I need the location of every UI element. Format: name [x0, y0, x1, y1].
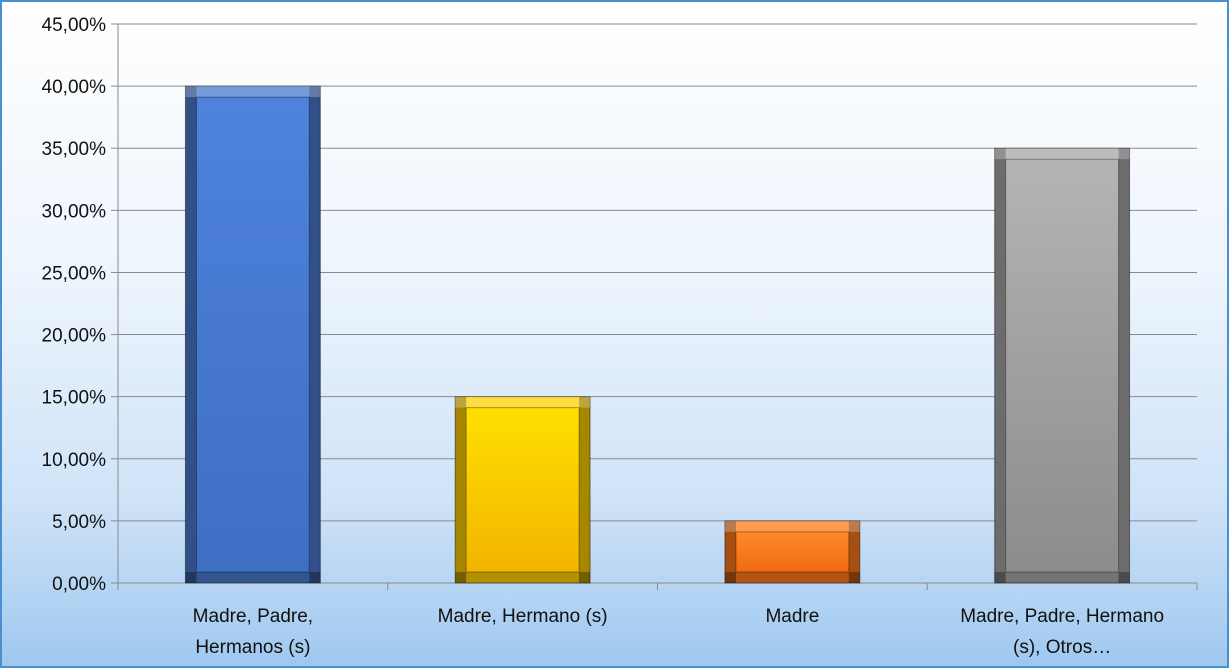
bar-bevel-left — [455, 396, 467, 583]
y-tick-label: 20,00% — [42, 326, 107, 347]
x-category-label: Madre, Hermano (s) — [438, 606, 608, 627]
bar-bevel-left — [185, 86, 197, 583]
bar-1 — [184, 85, 321, 584]
y-tick-label: 25,00% — [42, 263, 107, 284]
x-category-label-line: Madre, Padre, — [193, 606, 313, 627]
y-tick-label: 10,00% — [42, 450, 107, 471]
bar-bevel-bottom — [724, 572, 860, 583]
bar-bevel-top — [994, 148, 1130, 160]
bar-4 — [994, 147, 1131, 584]
x-category-label-line: Hermanos (s) — [195, 637, 310, 658]
x-category-label-line: (s), Otros… — [1013, 637, 1111, 658]
y-tick-label: 35,00% — [42, 139, 107, 160]
y-tick-label: 45,00% — [42, 15, 107, 36]
y-tick-label: 0,00% — [52, 574, 106, 595]
bar-bevel-top — [185, 86, 321, 98]
bar-bevel-top — [455, 396, 591, 408]
y-tick-label: 30,00% — [42, 201, 107, 222]
bar-bevel-bottom — [994, 572, 1130, 583]
x-category-label: Madre, Padre, Hermano (s), Otros… — [960, 606, 1164, 658]
bar-face — [1005, 158, 1120, 573]
y-tick-label: 40,00% — [42, 77, 107, 98]
bar-face — [735, 531, 850, 573]
bar-bevel-top — [724, 520, 860, 532]
bar-bevel-right — [579, 396, 591, 583]
bar-bevel-right — [309, 86, 321, 583]
bar-2 — [454, 396, 591, 584]
bar-bevel-bottom — [455, 572, 591, 583]
bar-bevel-right — [1118, 148, 1130, 583]
bar-face — [465, 407, 580, 573]
x-category-label-line: Madre — [765, 606, 819, 627]
y-tick-label: 15,00% — [42, 388, 107, 409]
bar-3 — [724, 520, 861, 584]
bar-bevel-right — [848, 520, 860, 583]
bar-bevel-left — [724, 520, 736, 583]
bar-bevel-left — [994, 148, 1006, 583]
bar-face — [195, 96, 310, 573]
x-category-label-line: Madre, Padre, Hermano — [960, 606, 1164, 627]
x-category-label-line: Madre, Hermano (s) — [438, 606, 608, 627]
x-category-label: Madre — [765, 606, 819, 627]
bar-bevel-bottom — [185, 572, 321, 583]
x-category-label: Madre, Padre, Hermanos (s) — [193, 606, 313, 658]
y-tick-label: 5,00% — [52, 512, 106, 533]
